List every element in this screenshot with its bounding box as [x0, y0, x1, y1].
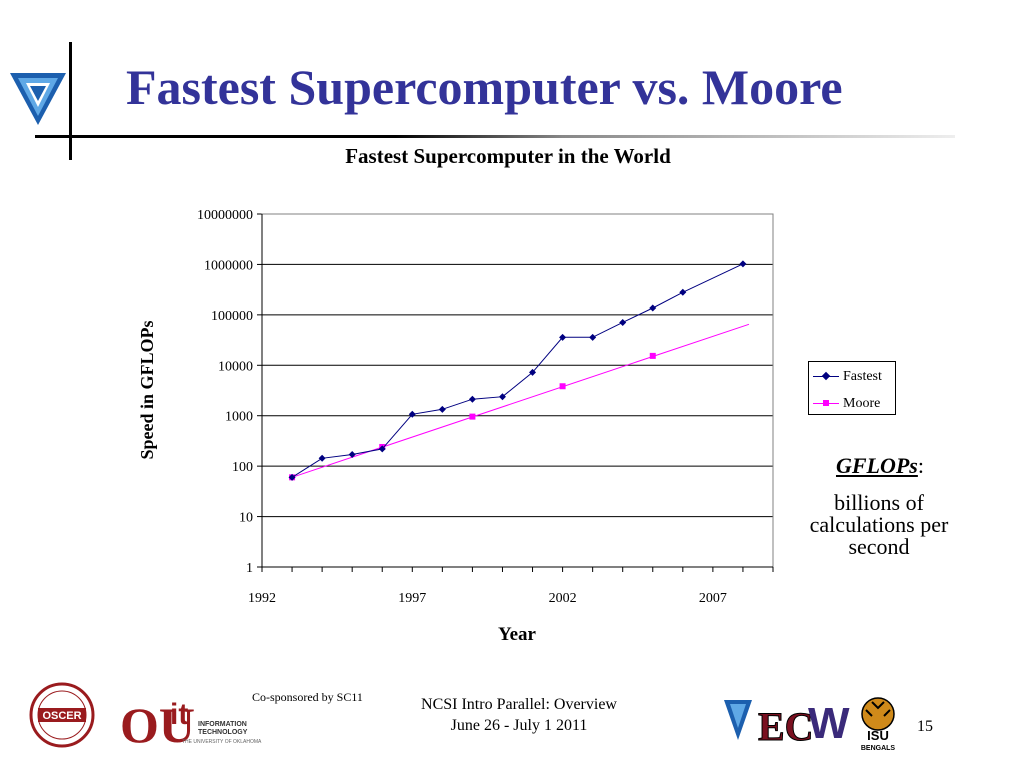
y-tick-label: 10000000 — [197, 208, 253, 223]
data-point-fastest — [288, 473, 296, 481]
legend-square-icon — [823, 400, 829, 406]
legend-diamond-icon — [821, 371, 831, 381]
oscer-seal-icon: OSCER — [29, 682, 95, 748]
blue-triangle-small-icon — [724, 700, 752, 740]
it-information-text: INFORMATION — [198, 721, 247, 728]
data-point-fastest — [559, 333, 567, 341]
data-point-fastest — [649, 304, 657, 312]
oscer-logo-text: OSCER — [42, 710, 81, 722]
data-point-fastest — [348, 451, 356, 459]
data-point-fastest — [679, 288, 687, 296]
plot-area-border — [261, 213, 774, 568]
ou-logo-text: OU — [120, 697, 195, 748]
ec-logo-text: EC — [758, 704, 814, 749]
gflops-desc-line1: billions of — [834, 490, 924, 515]
x-tick-label: 1997 — [398, 591, 426, 606]
footer-right-logos: EC W ISU BENGALS — [724, 697, 896, 752]
legend-item-moore: Moore — [813, 395, 895, 413]
ec-logo-icon: EC — [758, 704, 815, 750]
it-university-text: THE UNIVERSITY OF OKLAHOMA — [182, 739, 262, 745]
isu-logo-text: ISU — [867, 728, 889, 743]
data-point-fastest — [529, 368, 537, 376]
gflops-desc-line3: second — [848, 534, 910, 559]
data-point-fastest — [318, 454, 326, 462]
gflops-definition-text: billions of calculations per second — [790, 492, 968, 558]
y-tick-label: 100000 — [211, 309, 253, 324]
gflops-desc-line2: calculations per — [809, 512, 949, 537]
x-axis-label: Year — [498, 624, 537, 645]
data-point-fastest — [378, 445, 386, 453]
w-logo-text: W — [808, 699, 850, 748]
y-tick-label: 100 — [232, 460, 253, 475]
gflops-colon: : — [917, 453, 924, 478]
data-point-fastest — [438, 405, 446, 413]
y-tick-label: 10 — [239, 511, 253, 526]
ou-logo-icon: OU — [120, 697, 195, 748]
gflops-term: GFLOPs — [835, 453, 918, 478]
series-line-fastest — [291, 263, 744, 478]
footer-course-title: NCSI Intro Parallel: Overview — [421, 696, 617, 713]
footer-left-logos: OSCER OU it INFORMATION TECHNOLOGY THE U… — [29, 682, 262, 748]
title-horizontal-rule — [35, 135, 395, 138]
data-point-fastest — [468, 395, 476, 403]
data-point-moore — [649, 352, 656, 359]
title-horizontal-rule-fade — [395, 135, 955, 138]
blue-triangle-logo-icon — [10, 73, 66, 125]
data-point-fastest — [498, 393, 506, 401]
data-point-fastest — [739, 260, 747, 268]
legend-label-fastest: Fastest — [843, 369, 882, 384]
page-number: 15 — [917, 718, 933, 735]
footer-dates: June 26 - July 1 2011 — [450, 717, 588, 734]
y-tick-label: 1000 — [225, 410, 253, 425]
legend-label-moore: Moore — [843, 396, 881, 411]
cosponsor-text: Co-sponsored by SC11 — [252, 690, 363, 704]
gflops-definition-title: GFLOPs: — [790, 453, 970, 479]
ou-it-logo-icon: it INFORMATION TECHNOLOGY THE UNIVERSITY… — [170, 698, 262, 745]
y-tick-label: 1 — [246, 561, 253, 576]
chart-legend: Fastest Moore — [808, 361, 896, 415]
x-tick-label: 1992 — [248, 591, 276, 606]
data-point-fastest — [589, 333, 597, 341]
it-logo-text: it — [170, 698, 188, 731]
series-line-moore — [291, 323, 750, 478]
y-tick-label: 10000 — [218, 359, 253, 374]
bengals-logo-text: BENGALS — [861, 745, 896, 752]
y-axis-label: Speed in GFLOPs — [137, 320, 157, 459]
x-tick-label: 2002 — [549, 591, 577, 606]
it-technology-text: TECHNOLOGY — [198, 729, 248, 736]
slide-title: Fastest Supercomputer vs. Moore — [126, 59, 843, 115]
isu-bengals-logo-icon: ISU BENGALS — [861, 697, 896, 752]
footer-center-text: NCSI Intro Parallel: Overview June 26 - … — [388, 694, 650, 736]
title-vertical-rule — [69, 42, 72, 160]
w-logo-icon: W — [808, 699, 850, 748]
speed-chart: Fastest Supercomputer in the World Speed… — [137, 144, 774, 645]
data-point-fastest — [619, 318, 627, 326]
data-point-moore — [469, 413, 476, 420]
chart-title: Fastest Supercomputer in the World — [345, 144, 671, 168]
legend-item-fastest: Fastest — [813, 368, 895, 386]
x-tick-label: 2007 — [699, 591, 727, 606]
y-tick-label: 1000000 — [204, 258, 253, 273]
data-point-fastest — [408, 410, 416, 418]
data-point-moore — [559, 383, 566, 390]
